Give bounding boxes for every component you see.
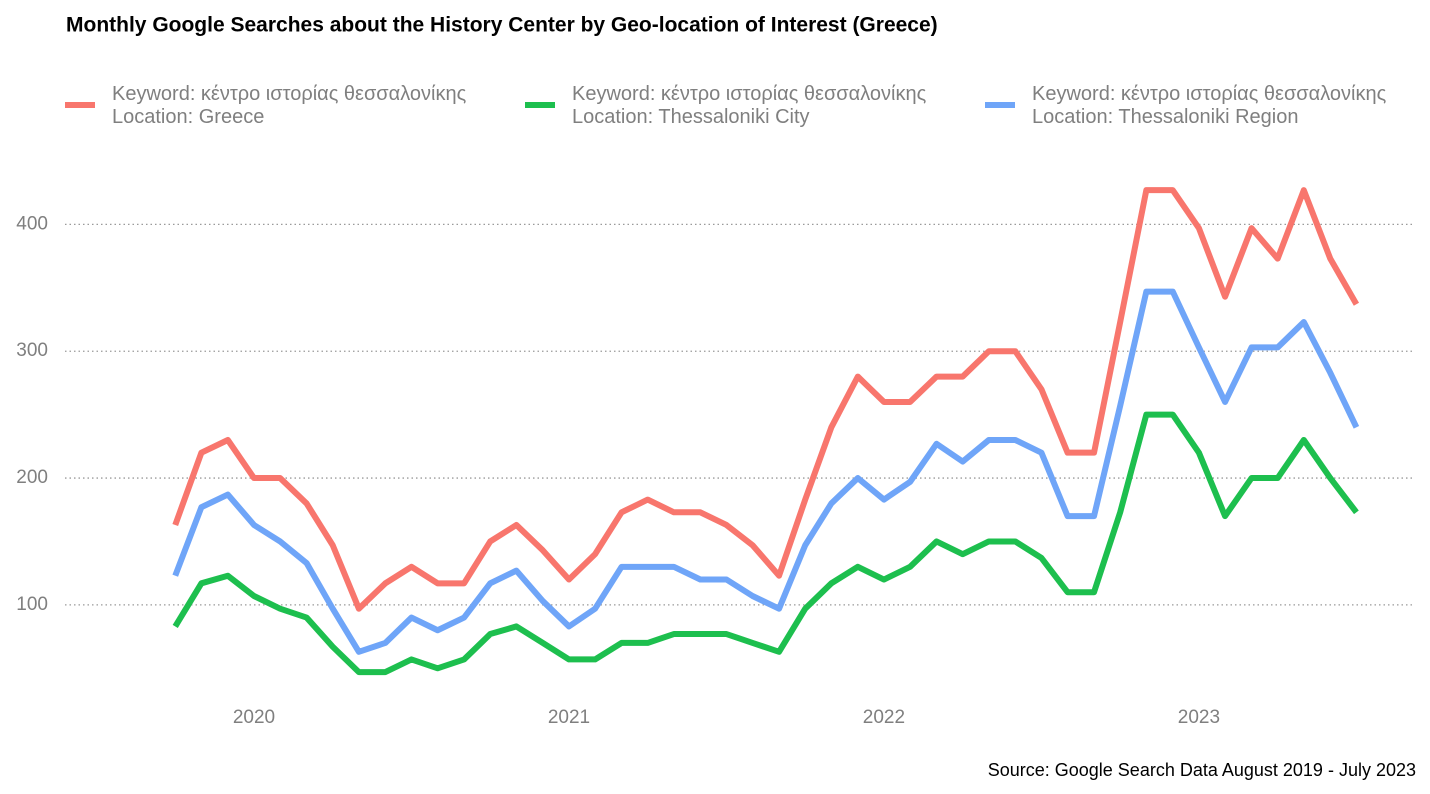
y-tick-label: 200 — [16, 467, 48, 488]
chart-title: Monthly Google Searches about the Histor… — [66, 14, 938, 37]
y-tick-label: 100 — [16, 594, 48, 615]
legend-label: Keyword: κέντρο ιστορίας θεσσαλονίκης Lo… — [112, 83, 467, 128]
legend-label: Keyword: κέντρο ιστορίας θεσσαλονίκης Lo… — [572, 83, 927, 128]
series-line — [172, 411, 1359, 676]
source-note: Source: Google Search Data August 2019 -… — [988, 760, 1416, 780]
x-tick-label: 2021 — [548, 707, 590, 728]
x-tick-label: 2020 — [233, 707, 275, 728]
x-tick-label: 2023 — [1178, 707, 1220, 728]
legend-label: Keyword: κέντρο ιστορίας θεσσαλονίκης Lo… — [1032, 83, 1387, 128]
series-line — [172, 288, 1360, 655]
series-line — [172, 187, 1360, 612]
y-tick-label: 400 — [16, 213, 48, 234]
y-tick-label: 300 — [16, 340, 48, 361]
x-tick-label: 2022 — [863, 707, 905, 728]
